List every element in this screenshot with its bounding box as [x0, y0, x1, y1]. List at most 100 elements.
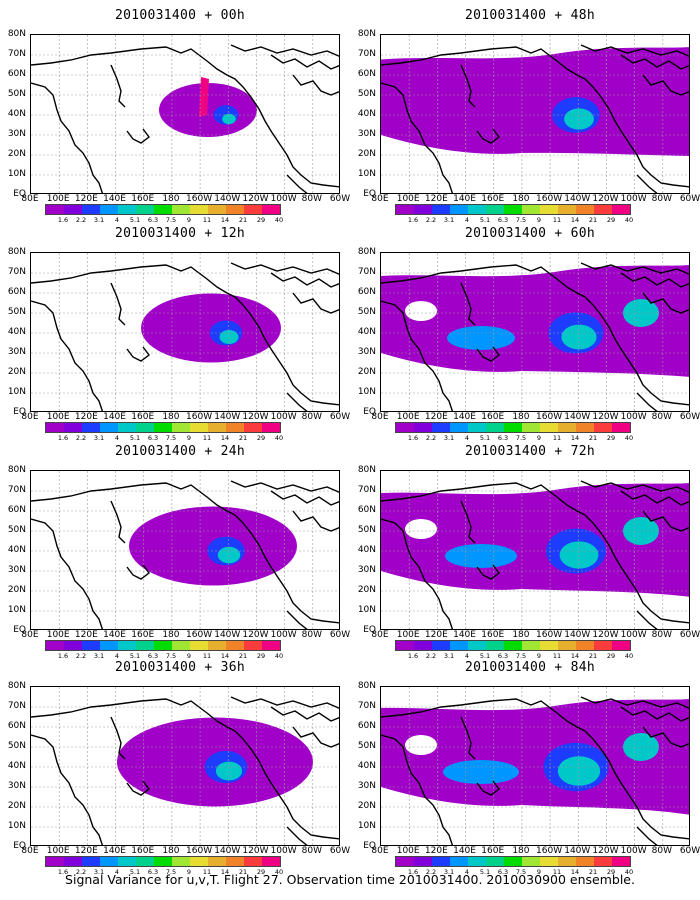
colorbar-swatch — [612, 857, 630, 866]
colorbar — [395, 422, 631, 433]
lon-tick-label: 160W — [536, 630, 563, 640]
colorbar-swatch — [226, 205, 244, 214]
lat-tick-label: 20N — [7, 801, 26, 811]
colorbar-label: 11 — [202, 868, 212, 876]
lat-tick-label: 30N — [357, 347, 376, 357]
lat-tick-label: 10N — [7, 605, 26, 615]
colorbar-label: 14 — [220, 868, 230, 876]
lon-tick-label: 160W — [186, 630, 213, 640]
colorbar — [45, 640, 281, 651]
colorbar-swatch — [612, 205, 630, 214]
colorbar-label: 29 — [256, 868, 266, 876]
lat-tick-label: EQ — [13, 625, 26, 635]
colorbar-swatch — [208, 423, 226, 432]
map-plot-area — [30, 470, 340, 630]
colorbar-swatch — [450, 423, 468, 432]
colorbar-swatch — [540, 423, 558, 432]
lon-tick-label: 120W — [592, 194, 619, 204]
lat-tick-label: 40N — [357, 109, 376, 119]
colorbar-swatch — [172, 641, 190, 650]
colorbar-label: 21 — [238, 216, 248, 224]
lon-tick-label: 160E — [131, 630, 155, 640]
colorbar-swatch — [64, 423, 82, 432]
colorbar-swatch — [450, 205, 468, 214]
colorbar-label: 5.1 — [479, 434, 491, 442]
colorbar-swatch — [540, 857, 558, 866]
colorbar-label: 14 — [570, 652, 580, 660]
colorbar-label: 40 — [274, 652, 284, 660]
colorbar-label: 14 — [220, 652, 230, 660]
lon-tick-label: 80E — [371, 194, 389, 204]
map-plot-area — [30, 252, 340, 412]
lon-tick-label: 160W — [536, 412, 563, 422]
map-panel: 2010031400 + 12h 80N 70N 60N 50N 40N 30N 20N 10N… — [8, 226, 350, 442]
colorbar-label: 6.3 — [147, 434, 159, 442]
colorbar-swatch — [46, 423, 64, 432]
colorbar-label: 14 — [570, 868, 580, 876]
colorbar-label: 6.3 — [497, 652, 509, 660]
lon-tick-label: 80W — [651, 194, 672, 204]
coastlines — [381, 44, 689, 193]
colorbar-swatch — [64, 641, 82, 650]
colorbar-label: 3.1 — [443, 216, 455, 224]
lon-tick-label: 180 — [162, 630, 180, 640]
lat-tick-label: 40N — [357, 327, 376, 337]
grid — [31, 687, 339, 845]
colorbar — [45, 422, 281, 433]
lon-tick-label: 120E — [424, 846, 448, 856]
colorbar — [395, 856, 631, 867]
lat-tick-label: 40N — [7, 109, 26, 119]
colorbar-swatch — [486, 205, 504, 214]
colorbar-swatch — [64, 205, 82, 214]
colorbar-swatch — [576, 641, 594, 650]
colorbar-label: 1.6 — [407, 868, 419, 876]
colorbar-label: 6.3 — [497, 216, 509, 224]
colorbar-label: 29 — [256, 434, 266, 442]
colorbar-swatch — [396, 857, 414, 866]
colorbar-label: 4 — [114, 652, 120, 660]
colorbar-label: 6.3 — [497, 434, 509, 442]
lat-tick-label: 30N — [357, 129, 376, 139]
lon-tick-label: 120E — [74, 846, 98, 856]
colorbar-swatch — [414, 205, 432, 214]
colorbar-swatch — [172, 423, 190, 432]
colorbar-swatch — [208, 857, 226, 866]
colorbar-swatch — [190, 857, 208, 866]
colorbar-swatch — [226, 857, 244, 866]
colorbar-swatch — [504, 641, 522, 650]
colorbar-label: 1.6 — [407, 652, 419, 660]
colorbar-label: 4 — [464, 652, 470, 660]
lat-tick-label: 30N — [7, 781, 26, 791]
colorbar-label: 3.1 — [93, 652, 105, 660]
colorbar-label: 5.1 — [479, 868, 491, 876]
lon-tick-label: 160W — [186, 846, 213, 856]
colorbar-label: 1.6 — [407, 216, 419, 224]
lon-tick-label: 180 — [512, 194, 530, 204]
lat-tick-label: 50N — [357, 741, 376, 751]
colorbar-swatch — [118, 423, 136, 432]
lat-tick-label: 70N — [357, 485, 376, 495]
colorbar-swatch — [154, 205, 172, 214]
colorbar-swatch — [414, 857, 432, 866]
panel-title: 2010031400 + 60h — [464, 226, 596, 241]
lat-tick-label: 60N — [357, 69, 376, 79]
lat-tick-label: 30N — [357, 565, 376, 575]
colorbar-swatch — [136, 857, 154, 866]
lon-tick-label: 160E — [131, 412, 155, 422]
lon-tick-label: 180 — [512, 630, 530, 640]
colorbar-swatch — [226, 641, 244, 650]
lon-tick-label: 60W — [679, 846, 700, 856]
map-panel: 2010031400 + 60h 80N 70N 60N 50N 40N 30N 20N 10N… — [358, 226, 700, 442]
colorbar-label: 40 — [624, 434, 634, 442]
lon-tick-label: 160E — [131, 846, 155, 856]
colorbar-label: 6.3 — [147, 868, 159, 876]
lon-tick-label: 140W — [564, 630, 591, 640]
lat-tick-label: 20N — [357, 585, 376, 595]
lon-tick-label: 120E — [424, 412, 448, 422]
colorbar-label: 3.1 — [443, 868, 455, 876]
colorbar-label: 40 — [624, 652, 634, 660]
colorbar-swatch — [396, 423, 414, 432]
lon-tick-label: 100E — [396, 194, 420, 204]
colorbar-label: 1.6 — [57, 216, 69, 224]
lon-tick-label: 160W — [536, 194, 563, 204]
